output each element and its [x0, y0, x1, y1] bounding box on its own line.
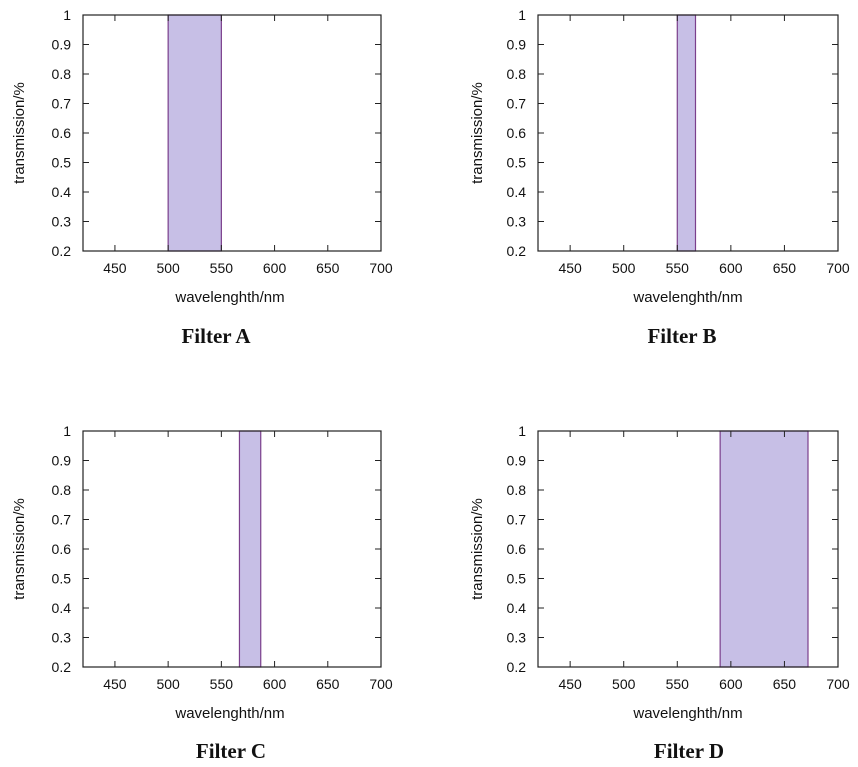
- y-tick-label: 0.2: [52, 659, 72, 675]
- x-tick-label: 550: [666, 676, 690, 692]
- y-tick-label: 0.3: [507, 630, 527, 646]
- y-tick-label: 0.8: [507, 482, 527, 498]
- x-tick-label: 450: [558, 260, 582, 276]
- x-tick-label: 500: [156, 260, 180, 276]
- y-tick-label: 0.6: [507, 125, 527, 141]
- y-tick-label: 1: [518, 423, 526, 439]
- y-tick-label: 0.9: [52, 37, 72, 53]
- plot-frame: [82, 14, 382, 252]
- x-tick-label: 650: [316, 260, 340, 276]
- panel-filter-d: Filter D 450 500 550 600 650 700 0.2 0.3 0.4 0.5 0…: [469, 423, 850, 763]
- passband-area: [676, 14, 697, 252]
- y-tick-label: 0.5: [507, 571, 527, 587]
- x-tick-label: 550: [210, 260, 234, 276]
- panel-title: Filter B: [647, 324, 716, 348]
- x-tick-label: 600: [263, 676, 287, 692]
- x-tick-label: 450: [558, 676, 582, 692]
- plot-frame: [82, 430, 382, 668]
- y-tick-label: 0.6: [52, 125, 72, 141]
- y-tick-label: 0.5: [52, 571, 72, 587]
- x-tick-label: 500: [612, 676, 636, 692]
- y-tick-label: 0.7: [52, 512, 72, 528]
- y-tick-label: 1: [518, 7, 526, 23]
- y-tick-label: 0.5: [507, 155, 527, 171]
- x-axis-label: wavelenghth/nm: [174, 705, 284, 722]
- y-axis-label: transmission/%: [469, 498, 486, 600]
- y-axis-label: transmission/%: [11, 82, 28, 184]
- y-tick-label: 0.2: [507, 659, 527, 675]
- y-tick-label: 0.4: [507, 184, 527, 200]
- x-tick-label: 600: [263, 260, 287, 276]
- panel-filter-b: Filter B 450 500 550 600 650 700 0.2 0.3 0.4 0.5 0…: [469, 7, 850, 348]
- x-axis-label: wavelenghth/nm: [632, 705, 742, 722]
- y-tick-label: 0.2: [507, 243, 527, 259]
- y-tick-label: 0.7: [52, 96, 72, 112]
- y-tick-label: 0.4: [52, 600, 72, 616]
- x-tick-label: 650: [773, 260, 797, 276]
- y-tick-label: 0.2: [52, 243, 72, 259]
- x-tick-label: 550: [666, 260, 690, 276]
- x-tick-label: 700: [826, 260, 850, 276]
- x-tick-label: 650: [773, 676, 797, 692]
- y-tick-label: 0.8: [52, 66, 72, 82]
- y-tick-label: 0.3: [507, 214, 527, 230]
- y-tick-label: 0.9: [507, 37, 527, 53]
- passband-area: [238, 430, 262, 668]
- y-tick-label: 0.6: [507, 541, 527, 557]
- y-tick-label: 0.5: [52, 155, 72, 171]
- passband-area: [719, 430, 809, 668]
- x-tick-label: 700: [826, 676, 850, 692]
- y-axis-label: transmission/%: [11, 498, 28, 600]
- y-tick-label: 0.8: [507, 66, 527, 82]
- x-tick-label: 650: [316, 676, 340, 692]
- x-tick-label: 500: [612, 260, 636, 276]
- y-tick-label: 0.6: [52, 541, 72, 557]
- passband-area: [167, 14, 222, 252]
- x-tick-label: 550: [210, 676, 234, 692]
- panel-title: Filter D: [654, 739, 724, 763]
- y-tick-label: 0.4: [507, 600, 527, 616]
- panel-title: Filter C: [196, 739, 266, 763]
- x-tick-label: 700: [369, 676, 393, 692]
- y-axis-label: transmission/%: [469, 82, 486, 184]
- y-tick-label: 0.7: [507, 96, 527, 112]
- y-tick-label: 1: [63, 423, 71, 439]
- y-tick-label: 0.7: [507, 512, 527, 528]
- y-tick-label: 0.3: [52, 214, 72, 230]
- y-tick-label: 0.3: [52, 630, 72, 646]
- x-tick-label: 450: [103, 676, 127, 692]
- panel-filter-a: Filter A 450 500 550 600 650 700 0.2 0.3 0.4 0.5 0…: [11, 7, 393, 348]
- panel-title: Filter A: [181, 324, 251, 348]
- x-tick-label: 450: [103, 260, 127, 276]
- y-tick-label: 0.9: [507, 453, 527, 469]
- x-tick-label: 500: [156, 676, 180, 692]
- x-tick-label: 600: [719, 676, 743, 692]
- panel-filter-c: Filter C 450 500 550 600 650 700 0.2 0.3 0.4 0.5 0…: [11, 423, 393, 763]
- x-axis-label: wavelenghth/nm: [174, 289, 284, 306]
- y-tick-label: 0.4: [52, 184, 72, 200]
- y-tick-label: 1: [63, 7, 71, 23]
- x-tick-label: 700: [369, 260, 393, 276]
- x-tick-label: 600: [719, 260, 743, 276]
- y-tick-label: 0.8: [52, 482, 72, 498]
- y-tick-label: 0.9: [52, 453, 72, 469]
- x-axis-label: wavelenghth/nm: [632, 289, 742, 306]
